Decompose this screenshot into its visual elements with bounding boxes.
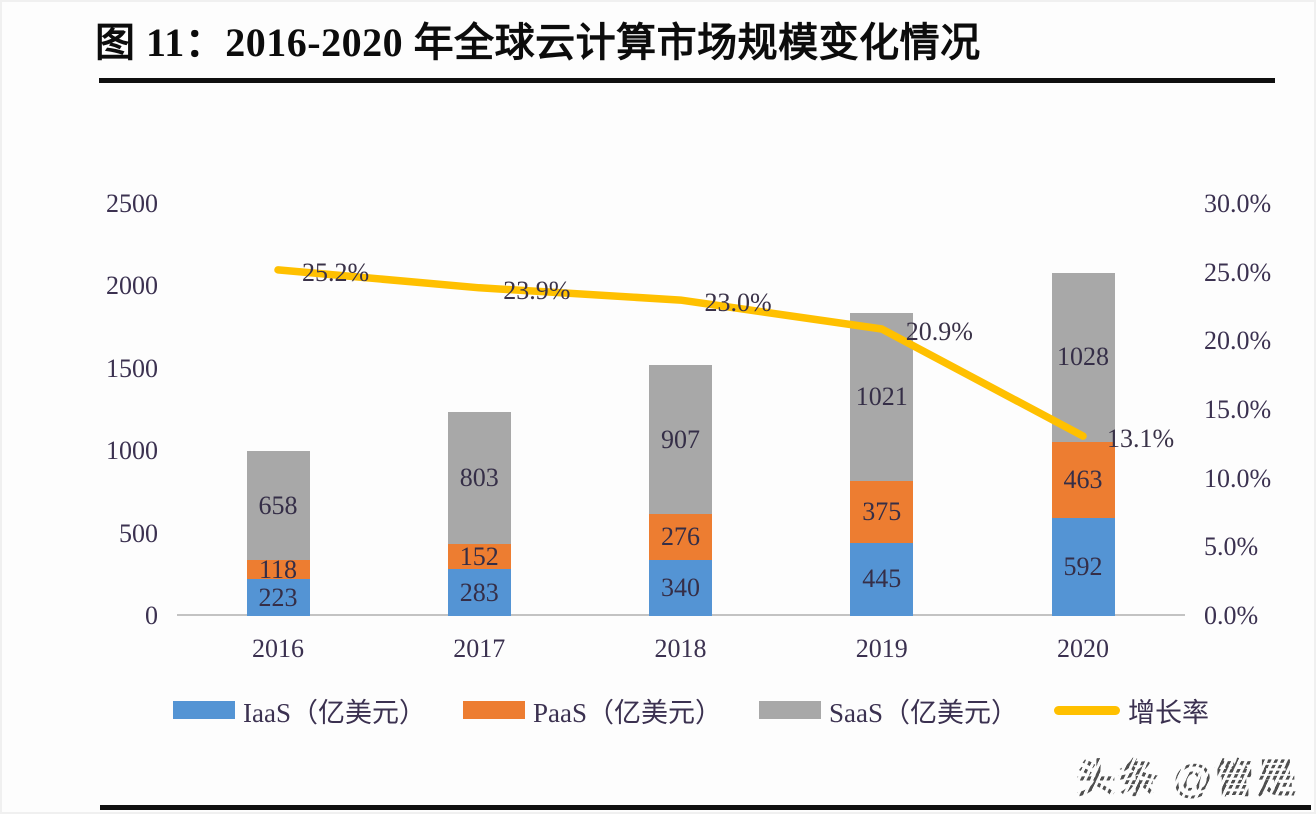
bar-value-label-iaas: 223 <box>258 582 298 612</box>
right-axis-tick: 30.0% <box>1204 189 1272 218</box>
title-underline-rule <box>99 78 1275 83</box>
bar-segment-paas <box>246 559 310 580</box>
x-axis-label: 2018 <box>654 634 707 663</box>
bar-value-label-paas: 276 <box>661 522 700 552</box>
x-axis-label: 2019 <box>855 634 908 663</box>
growth-rate-label: 13.1% <box>1107 424 1175 454</box>
bottom-divider-rule <box>100 805 1311 810</box>
left-axis-tick: 1000 <box>106 436 158 466</box>
bar-segment-iaas <box>447 569 511 616</box>
bar-value-label-saas: 1021 <box>855 381 908 411</box>
bar-value-label-saas: 803 <box>459 463 499 493</box>
bar-segment-iaas <box>246 579 310 616</box>
left-axis-tick: 2000 <box>106 271 158 301</box>
right-axis-tick: 20.0% <box>1204 326 1272 356</box>
watermark-toutiao: 头条 @管是 <box>1076 746 1298 804</box>
right-axis-tick: 25.0% <box>1204 257 1272 287</box>
bar-value-label-iaas: 283 <box>459 577 499 607</box>
right-axis-tick: 0.0% <box>1204 601 1259 630</box>
bar-value-label-paas: 152 <box>459 541 499 571</box>
bar-value-label-saas: 907 <box>661 424 700 454</box>
bar-value-label-paas: 463 <box>1063 465 1103 495</box>
bar-segment-iaas <box>1051 518 1115 616</box>
bar-segment-paas <box>447 544 511 570</box>
growth-rate-label: 20.9% <box>905 316 973 346</box>
growth-rate-label: 23.9% <box>503 275 571 305</box>
bar-segment-paas <box>1051 442 1115 519</box>
bar-segment-iaas <box>649 559 712 616</box>
left-axis-tick: 500 <box>119 518 158 548</box>
bar-value-label-saas: 658 <box>258 490 298 520</box>
bar-value-label-paas: 375 <box>862 496 902 526</box>
bar-segment-paas <box>649 514 712 560</box>
x-axis-label: 2017 <box>453 634 506 663</box>
bar-segment-saas <box>246 451 310 560</box>
x-axis-label: 2020 <box>1057 634 1109 663</box>
bar-value-label-iaas: 592 <box>1063 552 1103 582</box>
right-axis-tick: 5.0% <box>1204 532 1259 562</box>
bar-value-label-iaas: 340 <box>661 572 700 602</box>
left-axis-tick: 2500 <box>106 189 158 218</box>
bar-segment-paas <box>850 480 914 543</box>
figure-title: 图 11：2016-2020 年全球云计算市场规模变化情况 <box>95 20 981 65</box>
left-axis-tick: 0 <box>145 601 158 630</box>
right-axis-tick: 15.0% <box>1204 395 1272 424</box>
growth-rate-label: 23.0% <box>704 288 772 318</box>
growth-rate-label: 25.2% <box>302 257 370 287</box>
x-axis-label: 2016 <box>252 634 304 663</box>
bar-value-label-saas: 1028 <box>1057 342 1109 372</box>
bar-value-label-iaas: 445 <box>862 564 902 594</box>
right-axis-tick: 10.0% <box>1204 463 1272 493</box>
bar-segment-iaas <box>850 542 914 616</box>
left-axis-tick: 1500 <box>106 353 158 383</box>
